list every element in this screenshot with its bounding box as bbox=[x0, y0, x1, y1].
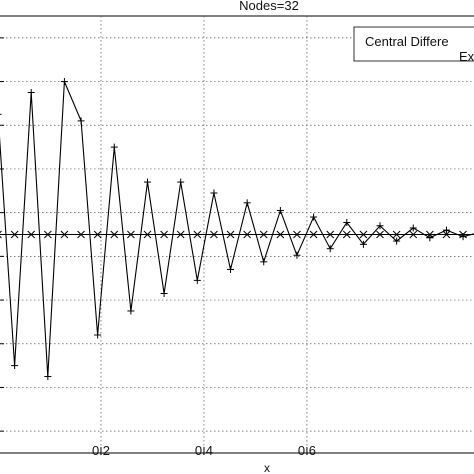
data-point-central-differe bbox=[0, 113, 2, 115]
data-point-ex bbox=[276, 230, 285, 239]
data-point-central-differe bbox=[210, 189, 218, 197]
data-point-central-differe bbox=[276, 206, 284, 214]
data-point-central-differe bbox=[326, 245, 334, 253]
x-axis-label: x bbox=[264, 461, 270, 474]
data-point-ex bbox=[127, 230, 135, 239]
data-point-central-differe bbox=[60, 78, 68, 86]
x-tick-label: 0.2 bbox=[92, 443, 110, 458]
data-point-ex bbox=[193, 230, 202, 239]
data-point-central-differe bbox=[44, 373, 52, 381]
data-point-ex bbox=[376, 230, 384, 239]
data-point-ex bbox=[425, 230, 434, 239]
data-point-central-differe bbox=[94, 331, 102, 339]
data-point-ex bbox=[326, 230, 335, 239]
data-point-ex bbox=[10, 230, 19, 239]
data-point-central-differe bbox=[442, 226, 450, 234]
data-point-central-differe bbox=[143, 178, 151, 186]
series-layer bbox=[0, 78, 474, 381]
data-point-ex bbox=[77, 230, 85, 239]
data-point-ex bbox=[0, 230, 2, 239]
data-point-central-differe bbox=[293, 251, 301, 259]
data-point-central-differe bbox=[11, 362, 19, 370]
data-point-central-differe bbox=[426, 234, 434, 242]
data-point-ex bbox=[309, 230, 318, 239]
data-point-central-differe bbox=[160, 289, 168, 297]
data-point-ex bbox=[442, 230, 451, 239]
data-point-ex bbox=[359, 230, 368, 239]
data-point-central-differe bbox=[77, 117, 85, 125]
data-point-ex bbox=[259, 230, 268, 239]
grid bbox=[0, 16, 474, 453]
data-point-central-differe bbox=[110, 143, 118, 151]
chart-title: Nodes=32 bbox=[239, 0, 299, 13]
data-point-ex bbox=[392, 230, 401, 239]
data-point-ex bbox=[459, 230, 467, 239]
ticks: 0.2 0.4 0.6 bbox=[0, 37, 316, 458]
data-point-central-differe bbox=[177, 178, 185, 186]
data-point-central-differe bbox=[359, 240, 367, 248]
data-point-ex bbox=[293, 230, 301, 239]
data-point-central-differe bbox=[409, 224, 417, 232]
data-point-ex bbox=[110, 230, 119, 239]
data-point-central-differe bbox=[376, 222, 384, 230]
x-tick-label: 0.6 bbox=[298, 443, 316, 458]
data-point-central-differe bbox=[393, 237, 401, 245]
data-point-ex bbox=[43, 230, 52, 239]
data-point-ex bbox=[342, 230, 351, 239]
legend-box bbox=[353, 26, 474, 62]
data-point-ex bbox=[27, 230, 36, 239]
data-point-ex bbox=[160, 230, 168, 239]
data-point-ex bbox=[93, 230, 102, 239]
data-point-ex bbox=[243, 230, 252, 239]
data-point-ex bbox=[210, 230, 218, 239]
legend-label-central-differe: Central Differe bbox=[365, 34, 449, 49]
data-point-central-differe bbox=[260, 258, 268, 266]
data-point-ex bbox=[143, 230, 152, 239]
data-point-ex bbox=[176, 230, 185, 239]
data-point-central-differe bbox=[243, 199, 251, 207]
data-point-ex bbox=[226, 230, 235, 239]
data-point-ex bbox=[409, 230, 418, 239]
data-point-central-differe bbox=[127, 307, 135, 315]
data-point-central-differe bbox=[227, 265, 235, 273]
data-point-central-differe bbox=[27, 88, 35, 96]
legend-label-ex: Ex bbox=[459, 49, 474, 64]
data-point-central-differe bbox=[193, 276, 201, 284]
x-tick-label: 0.4 bbox=[195, 443, 213, 458]
legend: Central Differe Ex bbox=[353, 26, 474, 64]
data-point-ex bbox=[60, 230, 69, 239]
series-line-central-differe bbox=[0, 81, 474, 377]
data-point-central-differe bbox=[310, 213, 318, 221]
data-point-central-differe bbox=[343, 218, 351, 226]
